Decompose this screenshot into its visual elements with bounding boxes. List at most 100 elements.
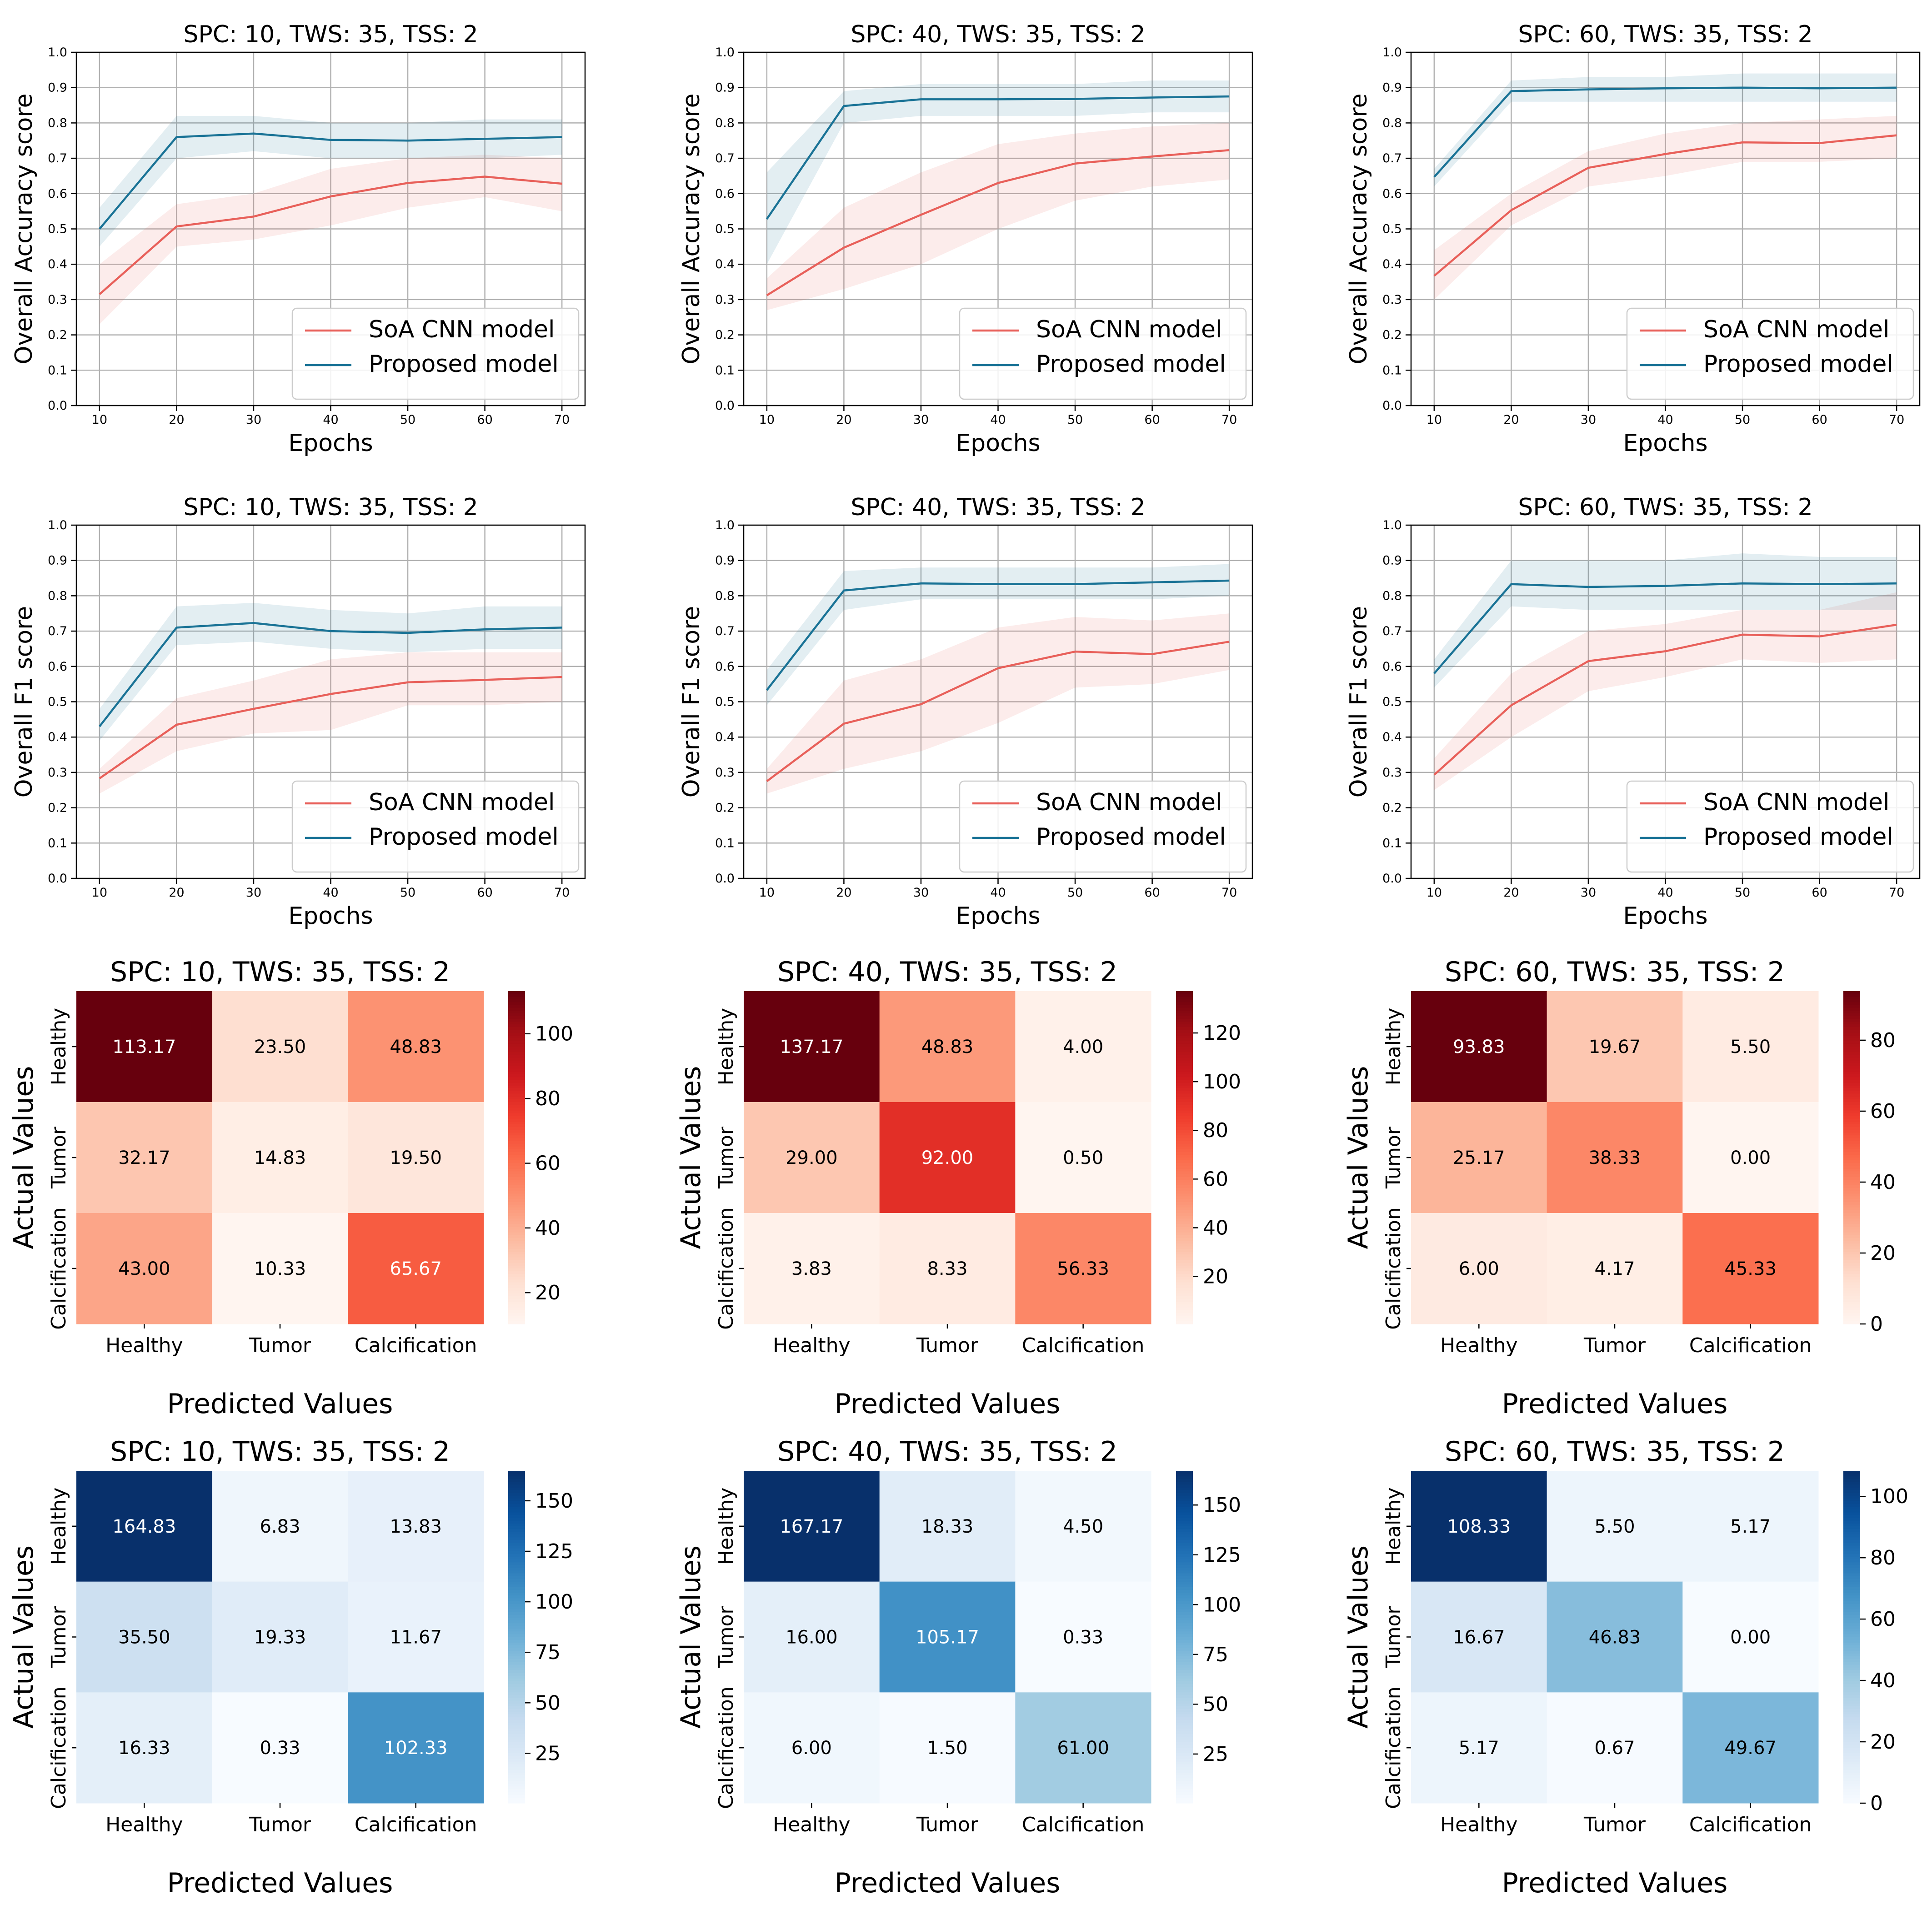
colorbar-step	[1843, 1568, 1860, 1571]
colorbar-step	[508, 1770, 525, 1773]
confidence-band-proposed	[766, 564, 1230, 706]
colorbar-step	[508, 1687, 525, 1690]
colorbar-step	[1176, 1127, 1193, 1130]
colorbar-step	[1176, 1016, 1193, 1019]
colorbar-step	[1843, 1631, 1860, 1635]
heatmap-cell	[1682, 1102, 1819, 1213]
colorbar-step	[1843, 1584, 1860, 1588]
colorbar-step	[1843, 1620, 1860, 1624]
colorbar-step	[1176, 1257, 1193, 1261]
colorbar-step	[508, 1648, 525, 1651]
cell-value-label: 16.67	[1453, 1627, 1505, 1648]
colorbar-step	[1176, 1080, 1193, 1083]
colorbar-step	[1843, 1479, 1860, 1482]
x-tick-label: Healthy	[105, 1334, 183, 1357]
colorbar-step	[1843, 1728, 1860, 1732]
legend-label: SoA CNN model	[369, 789, 555, 816]
x-tick-label: 10	[92, 886, 107, 900]
colorbar-step	[1843, 1049, 1860, 1053]
colorbar-step	[1176, 1260, 1193, 1263]
colorbar-step	[1843, 1035, 1860, 1039]
colorbar-step	[1843, 1629, 1860, 1632]
x-tick-label: Tumor	[1583, 1334, 1646, 1357]
colorbar-step	[1843, 1537, 1860, 1540]
colorbar-step	[508, 1786, 525, 1790]
heatmap-cell	[1015, 1102, 1151, 1213]
colorbar-step	[1843, 1071, 1860, 1075]
x-tick-label: 50	[1067, 413, 1083, 427]
colorbar-step	[1176, 1720, 1193, 1723]
colorbar-step	[1176, 1058, 1193, 1061]
colorbar-step	[508, 1277, 525, 1280]
colorbar-step	[508, 1188, 525, 1191]
colorbar-step	[1176, 1060, 1193, 1064]
colorbar-step	[1176, 1188, 1193, 1191]
colorbar-step	[508, 1241, 525, 1244]
y-tick-label: Tumor	[1382, 1126, 1405, 1189]
cell-value-label: 38.33	[1589, 1148, 1641, 1168]
colorbar-step	[508, 1096, 525, 1100]
colorbar-step	[1176, 1476, 1193, 1479]
colorbar-step	[508, 1083, 525, 1086]
colorbar-step	[1843, 1174, 1860, 1178]
heatmap-cell	[1411, 1692, 1547, 1804]
x-tick-label: 30	[913, 886, 929, 900]
colorbar-step	[508, 1013, 525, 1017]
legend: SoA CNN model Proposed model	[959, 307, 1247, 400]
colorbar-step	[1843, 1797, 1860, 1801]
heatmap-cell	[1411, 1581, 1547, 1693]
colorbar-tick-label: 0	[1870, 1792, 1883, 1815]
x-axis-label: Predicted Values	[167, 1388, 393, 1420]
colorbar-step	[1176, 1795, 1193, 1798]
colorbar-tick-label: 75	[535, 1641, 561, 1664]
colorbar-step	[1176, 1218, 1193, 1222]
colorbar-step	[508, 1479, 525, 1482]
colorbar-step	[508, 1789, 525, 1793]
colorbar-step	[1843, 1113, 1860, 1117]
colorbar-step	[1843, 1254, 1860, 1258]
colorbar-step	[1843, 1110, 1860, 1113]
heatmap-cell	[879, 1471, 1016, 1582]
heatmap-cell	[76, 991, 213, 1103]
y-tick-label: 0.6	[1382, 187, 1402, 201]
y-axis-label: Actual Values	[8, 1066, 40, 1249]
y-tick-label: Tumor	[715, 1606, 738, 1669]
x-tick-label: 70	[1221, 413, 1237, 427]
x-tick-label: 10	[759, 886, 775, 900]
y-tick-label: Healthy	[47, 1008, 70, 1086]
colorbar-step	[1843, 1695, 1860, 1699]
colorbar-step	[508, 1116, 525, 1119]
colorbar-step	[508, 1133, 525, 1136]
colorbar-step	[508, 1105, 525, 1108]
colorbar-step	[508, 1071, 525, 1075]
colorbar-step	[1176, 1293, 1193, 1297]
y-axis-label: Actual Values	[8, 1545, 40, 1729]
colorbar-step	[508, 1318, 525, 1322]
colorbar-step	[508, 1010, 525, 1014]
cell-value-label: 46.83	[1589, 1627, 1641, 1648]
legend-box	[1626, 780, 1914, 873]
legend-label: SoA CNN model	[1703, 316, 1889, 343]
y-tick-label: 0.5	[1382, 695, 1402, 709]
heatmap-cell	[1411, 1213, 1547, 1324]
colorbar-step	[1176, 1083, 1193, 1086]
cell-value-label: 19.33	[254, 1627, 306, 1648]
x-tick-label: Healthy	[773, 1334, 851, 1357]
colorbar-step	[1843, 1509, 1860, 1513]
y-axis-label: Overall F1 score	[10, 606, 38, 798]
colorbar-step	[1843, 1171, 1860, 1175]
colorbar-step	[508, 1532, 525, 1535]
colorbar-step	[508, 1268, 525, 1272]
colorbar-step	[1843, 1265, 1860, 1269]
colorbar-step	[508, 1614, 525, 1618]
heatmap-cell	[744, 1213, 880, 1324]
y-tick-label: Tumor	[1382, 1606, 1405, 1669]
legend-box	[959, 780, 1247, 873]
colorbar-step	[508, 1723, 525, 1726]
legend: SoA CNN model Proposed model	[291, 780, 580, 873]
colorbar-step	[1176, 1786, 1193, 1790]
y-tick-label: Tumor	[47, 1126, 70, 1189]
colorbar-step	[1176, 1074, 1193, 1078]
colorbar-step	[1843, 1058, 1860, 1061]
y-tick-label: 0.1	[1382, 363, 1402, 377]
